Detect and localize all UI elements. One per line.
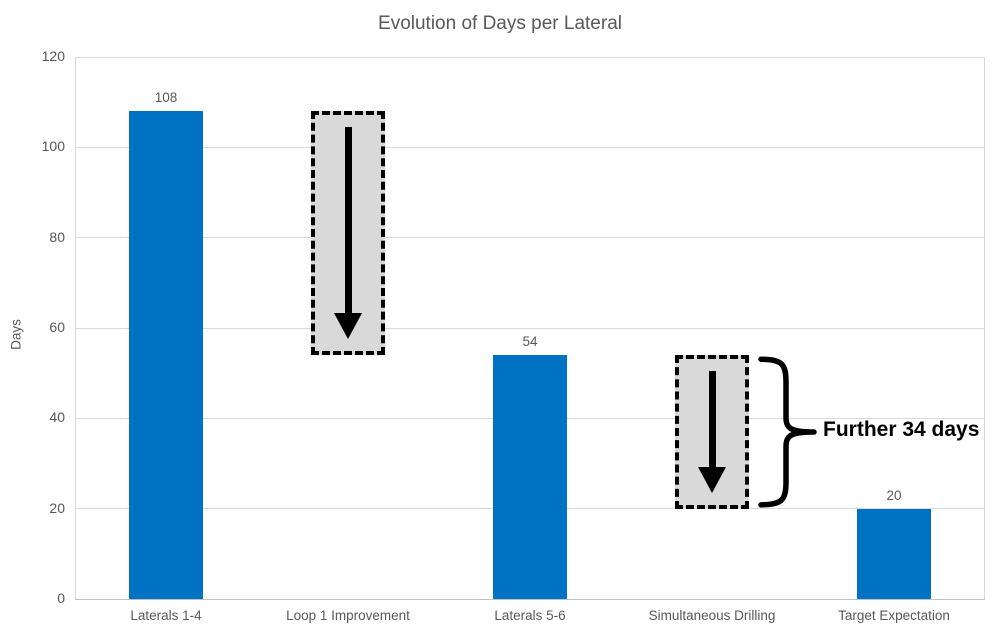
gridline [75,327,985,329]
gridline [75,598,985,600]
drop-box [675,355,749,509]
chart-title: Evolution of Days per Lateral [378,13,622,34]
annotation-further-days: Further 34 days [823,417,980,441]
gridline [75,237,985,239]
y-tick-label: 20 [49,499,65,516]
y-tick-label: 100 [41,138,65,155]
gridline [75,146,985,148]
arrow-shaft [708,371,716,467]
y-tick-label: 60 [49,319,65,335]
x-axis-label: Simultaneous Drilling [648,608,776,623]
x-axis-label: Loop 1 Improvement [286,608,410,623]
bar-value-label: 20 [886,487,902,503]
y-tick-label: 120 [41,48,65,64]
bar [129,111,203,599]
bar [857,508,931,599]
x-axis-label: Laterals 5-6 [494,608,566,623]
down-arrow-icon [679,359,745,505]
y-tick-label: 0 [57,590,65,606]
y-tick-label: 40 [49,409,65,426]
gridline [75,56,985,58]
bar-value-label: 108 [154,90,178,106]
x-axis-label: Target Expectation [838,608,950,623]
arrow-shaft [344,127,352,314]
drop-box [311,111,385,356]
x-axis-label: Laterals 1-4 [130,608,202,623]
bar [493,355,567,599]
bar-value-label: 54 [522,334,538,350]
arrow-head [334,313,362,340]
y-tick-label: 80 [49,228,65,245]
down-arrow-icon [315,115,381,351]
curly-brace [758,356,817,508]
arrow-head [698,466,726,493]
